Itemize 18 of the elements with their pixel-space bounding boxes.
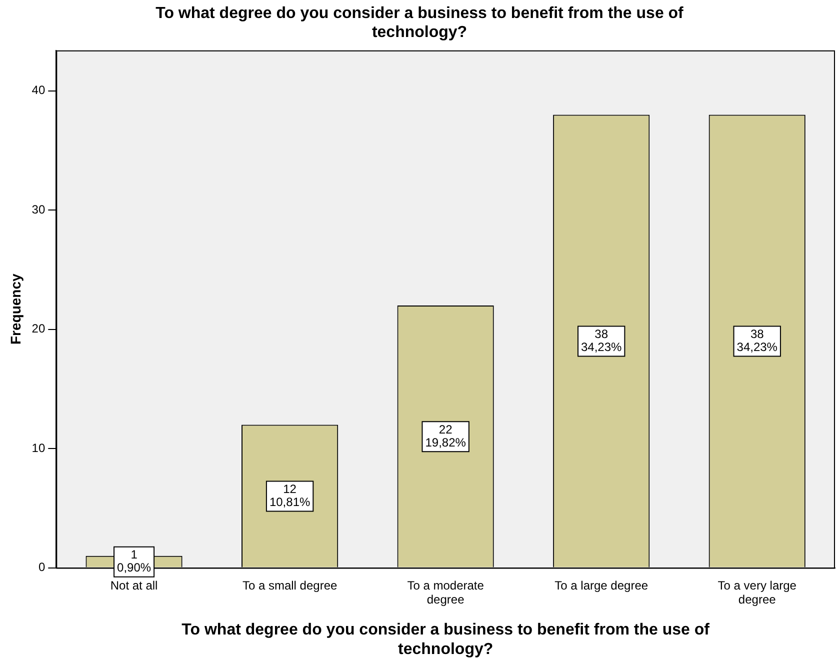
y-tick-label: 0 — [38, 560, 46, 574]
chart-title: To what degree do you consider a business to benefit from the use of technology? — [156, 5, 684, 42]
y-tick-label: 30 — [32, 202, 46, 216]
x-tick-label: To a small degree — [242, 578, 338, 592]
x-tick-label: Not at all — [110, 578, 158, 592]
y-tick-label: 20 — [32, 322, 46, 336]
y-tick-label: 10 — [32, 440, 46, 455]
x-tick-label: To a large degree — [554, 578, 648, 592]
y-tick-label: 40 — [32, 83, 46, 98]
x-axis-title: To what degree do you consider a business to benefit from the use of technology? — [182, 622, 710, 658]
x-tick-label: To a very large degree — [718, 578, 797, 607]
data-label: 22 19,82% — [425, 422, 466, 450]
y-axis-title: Frequency — [7, 273, 24, 345]
data-label: 1 0,90% — [117, 548, 152, 575]
x-tick-label: To a moderate degree — [407, 578, 484, 607]
data-label: 38 34,23% — [736, 327, 778, 354]
data-label: 12 10,81% — [269, 482, 310, 510]
data-label: 38 34,23% — [580, 327, 622, 354]
